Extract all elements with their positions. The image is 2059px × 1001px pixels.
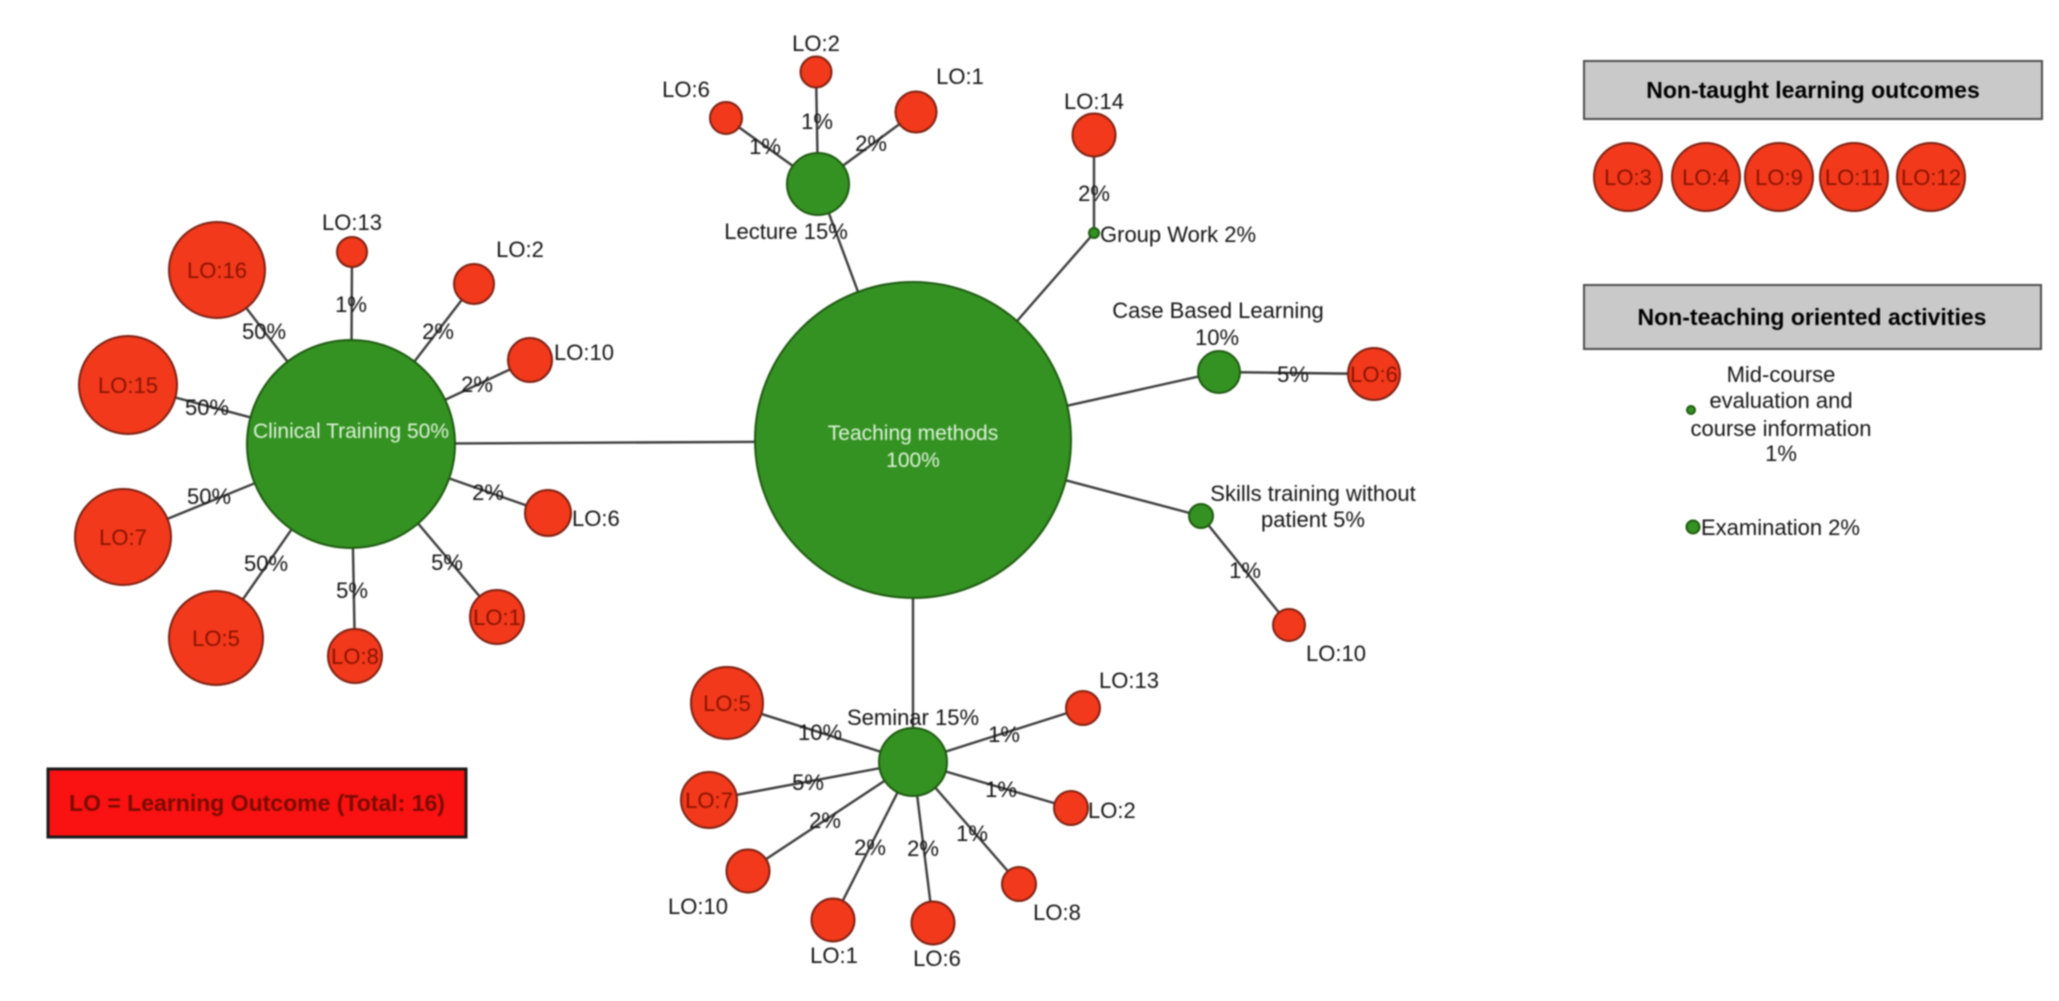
svg-text:2%: 2%: [1078, 181, 1110, 206]
svg-text:LO:3: LO:3: [1604, 165, 1652, 190]
svg-text:2%: 2%: [472, 480, 504, 505]
svg-text:LO:11: LO:11: [1825, 165, 1883, 190]
svg-text:Non-teaching oriented activiti: Non-teaching oriented activities: [1638, 304, 1987, 330]
svg-text:5%: 5%: [336, 578, 368, 603]
svg-text:Seminar 15%: Seminar 15%: [847, 705, 979, 730]
svg-text:50%: 50%: [187, 484, 231, 509]
svg-text:patient 5%: patient 5%: [1261, 507, 1365, 532]
svg-text:LO:10: LO:10: [1306, 641, 1366, 666]
svg-text:LO:8: LO:8: [331, 644, 379, 669]
svg-text:Non-taught learning outcomes: Non-taught learning outcomes: [1646, 77, 1980, 103]
svg-text:Examination 2%: Examination 2%: [1701, 515, 1860, 540]
svg-text:LO:1: LO:1: [936, 64, 984, 89]
svg-text:2%: 2%: [855, 131, 887, 156]
svg-text:LO:5: LO:5: [192, 626, 240, 651]
svg-text:2%: 2%: [422, 319, 454, 344]
svg-text:LO:15: LO:15: [98, 373, 158, 398]
svg-text:LO = Learning Outcome (Total:: LO = Learning Outcome (Total: 16): [69, 790, 445, 816]
svg-text:1%: 1%: [1765, 441, 1797, 466]
svg-text:LO:10: LO:10: [668, 894, 728, 919]
svg-text:LO:6: LO:6: [1350, 362, 1398, 387]
svg-text:LO:13: LO:13: [1099, 668, 1159, 693]
svg-text:Skills training without: Skills training without: [1210, 481, 1415, 506]
svg-text:1%: 1%: [956, 821, 988, 846]
svg-text:LO:1: LO:1: [473, 605, 521, 630]
svg-text:LO:2: LO:2: [792, 31, 840, 56]
svg-text:LO:7: LO:7: [685, 788, 733, 813]
svg-text:10%: 10%: [798, 720, 842, 745]
svg-text:LO:1: LO:1: [810, 943, 858, 968]
svg-text:LO:14: LO:14: [1064, 89, 1124, 114]
svg-text:100%: 100%: [886, 449, 940, 472]
svg-text:1%: 1%: [749, 134, 781, 159]
svg-text:LO:6: LO:6: [662, 77, 710, 102]
svg-text:5%: 5%: [792, 770, 824, 795]
svg-text:2%: 2%: [854, 835, 886, 860]
svg-text:LO:5: LO:5: [703, 691, 751, 716]
svg-text:1%: 1%: [801, 109, 833, 134]
svg-text:LO:9: LO:9: [1755, 165, 1803, 190]
svg-text:1%: 1%: [1229, 558, 1261, 583]
svg-text:5%: 5%: [1277, 362, 1309, 387]
svg-text:evaluation and: evaluation and: [1709, 388, 1852, 413]
svg-text:1%: 1%: [335, 292, 367, 317]
svg-text:Mid-course: Mid-course: [1727, 362, 1836, 387]
svg-text:2%: 2%: [461, 372, 493, 397]
svg-text:LO:6: LO:6: [572, 506, 620, 531]
svg-text:LO:16: LO:16: [187, 258, 247, 283]
svg-text:Clinical Training 50%: Clinical Training 50%: [253, 420, 449, 443]
svg-text:LO:2: LO:2: [496, 237, 544, 262]
svg-text:LO:10: LO:10: [554, 340, 614, 365]
svg-text:LO:2: LO:2: [1088, 798, 1136, 823]
svg-text:1%: 1%: [985, 777, 1017, 802]
svg-text:2%: 2%: [809, 808, 841, 833]
svg-text:5%: 5%: [431, 550, 463, 575]
svg-text:LO:12: LO:12: [1901, 165, 1961, 190]
svg-text:LO:4: LO:4: [1682, 165, 1730, 190]
svg-text:course information: course information: [1691, 416, 1872, 441]
svg-text:1%: 1%: [988, 722, 1020, 747]
svg-text:LO:8: LO:8: [1033, 900, 1081, 925]
svg-text:Group Work 2%: Group Work 2%: [1100, 222, 1256, 247]
svg-text:Case Based Learning: Case Based Learning: [1112, 298, 1324, 323]
svg-text:50%: 50%: [185, 395, 229, 420]
svg-text:50%: 50%: [242, 319, 286, 344]
svg-text:10%: 10%: [1195, 325, 1239, 350]
svg-text:50%: 50%: [244, 551, 288, 576]
svg-text:2%: 2%: [907, 836, 939, 861]
svg-text:Teaching methods: Teaching methods: [828, 422, 998, 445]
svg-text:Lecture 15%: Lecture 15%: [724, 219, 848, 244]
svg-text:LO:7: LO:7: [99, 525, 147, 550]
svg-text:LO:6: LO:6: [913, 946, 961, 971]
svg-text:LO:13: LO:13: [322, 210, 382, 235]
